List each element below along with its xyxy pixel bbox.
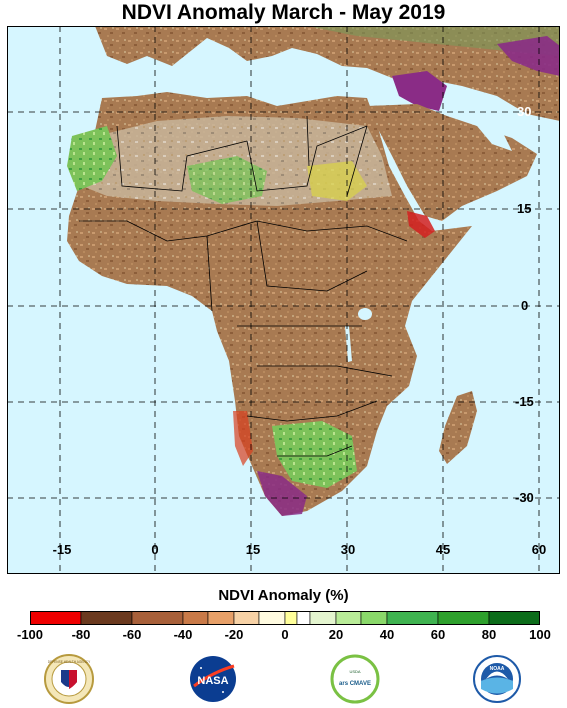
noaa-logo-text: NOAA [490, 666, 505, 672]
graticule [7, 26, 560, 574]
noaa-logo: NOAA [473, 655, 521, 703]
lon-label: 30 [341, 542, 355, 557]
colorbar-cell [258, 611, 286, 625]
nw-africa-green [67, 126, 117, 191]
lon-label: 60 [532, 542, 546, 557]
usda-logo-subtext: USDA [349, 669, 360, 674]
namibia-red [233, 411, 253, 466]
madagascar [439, 391, 477, 464]
ndvi-map: -15 0 15 30 45 60 30 15 0 -15 -30 [7, 26, 560, 574]
europe-green [307, 26, 560, 56]
colorbar-cell [386, 611, 439, 625]
map-frame [7, 26, 560, 574]
lat-label: 0 [521, 298, 528, 313]
colorbar-cell [131, 611, 184, 625]
map-title: NDVI Anomaly March - May 2019 [121, 1, 446, 24]
colorbar-cell [488, 611, 540, 625]
middle-east-purple [392, 71, 447, 111]
red-sea [375, 131, 425, 221]
legend-title: NDVI Anomaly (%) [218, 587, 349, 604]
lon-label: 45 [436, 542, 450, 557]
legend-tick: 60 [430, 627, 446, 642]
colorbar-cell [80, 611, 133, 625]
usda-ars-cmave-logo: USDA ars CMAVE [330, 654, 380, 704]
caspian-purple [497, 36, 560, 76]
legend-ticks: -100 -80 -60 -40 -20 0 20 40 60 80 100 [0, 627, 567, 645]
legend-tick: -40 [173, 627, 193, 642]
lat-label: 15 [517, 201, 531, 216]
sahel-green [187, 156, 267, 204]
legend-tick: -80 [71, 627, 91, 642]
legend-tick: 40 [379, 627, 395, 642]
defense-health-agency-logo: DEFENSE HEALTH AGENCY [44, 654, 94, 704]
lon-label: -15 [53, 542, 72, 557]
ars-cmave-logo-text: ars CMAVE [339, 681, 371, 687]
lat-label: -15 [515, 394, 534, 409]
nasa-logo-text: NASA [197, 675, 228, 687]
colorbar-cell [437, 611, 490, 625]
lon-label: 0 [151, 542, 158, 557]
agency-logos: DEFENSE HEALTH AGENCY NASA USDA ars CMAV… [0, 650, 567, 708]
sudan-yellow [307, 161, 367, 201]
colorbar-cell [296, 611, 311, 625]
east-africa-red [407, 211, 435, 238]
colorbar-cell [360, 611, 388, 625]
legend-tick: -100 [16, 627, 44, 642]
persian-gulf [477, 126, 512, 151]
legend-tick: 0 [281, 627, 289, 642]
legend-tick: -60 [122, 627, 142, 642]
legend-tick: 80 [481, 627, 497, 642]
lat-label: 30 [517, 104, 531, 119]
south-africa-purple [257, 471, 307, 516]
colorbar-cell [284, 611, 298, 625]
legend-tick: 20 [328, 627, 344, 642]
mediterranean [107, 64, 387, 106]
nasa-logo: NASA [190, 656, 236, 702]
colorbar-cell [335, 611, 362, 625]
colorbar-cell [233, 611, 260, 625]
europe-land [95, 26, 560, 121]
dha-logo-text: DEFENSE HEALTH AGENCY [48, 660, 91, 664]
lake-victoria [358, 308, 372, 320]
colorbar-cell [309, 611, 337, 625]
colorbar-cell [182, 611, 209, 625]
colorbar-cell [207, 611, 235, 625]
lat-label: -30 [515, 490, 534, 505]
legend-tick: -20 [224, 627, 244, 642]
lon-label: 15 [246, 542, 260, 557]
colorbar [30, 611, 540, 625]
colorbar-cell [30, 611, 82, 625]
legend-tick: 100 [529, 627, 551, 642]
southern-africa-green [272, 421, 357, 488]
